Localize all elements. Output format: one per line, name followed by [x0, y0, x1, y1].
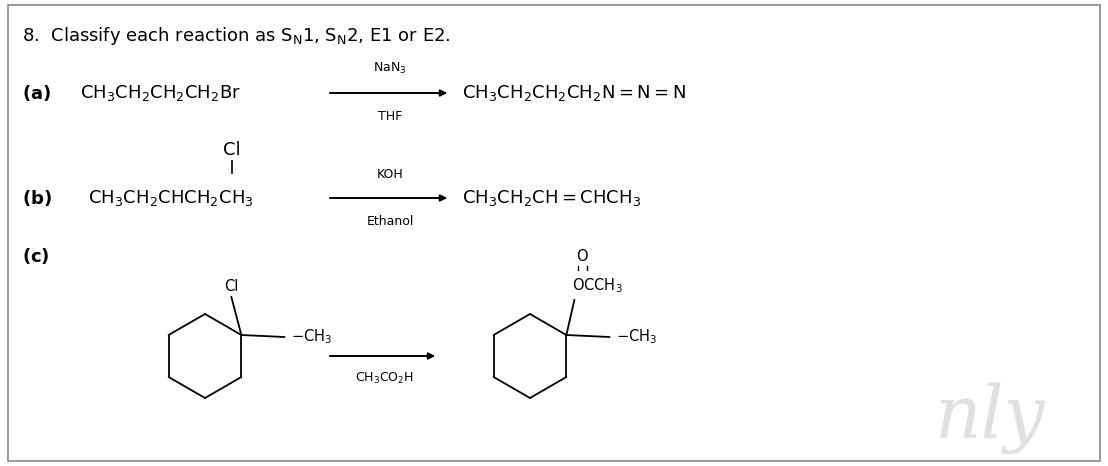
Text: $-$CH$_3$: $-$CH$_3$ — [616, 328, 658, 346]
Text: Ethanol: Ethanol — [367, 215, 413, 228]
Text: $\bf{(c)}$: $\bf{(c)}$ — [22, 246, 50, 266]
Text: CH$_3$CH$_2$CH$_2$CH$_2$N$=$N$=$N: CH$_3$CH$_2$CH$_2$CH$_2$N$=$N$=$N — [462, 83, 686, 103]
Text: Cl: Cl — [223, 141, 240, 159]
Text: KOH: KOH — [377, 168, 403, 181]
Text: $-$CH$_3$: $-$CH$_3$ — [291, 328, 332, 346]
Text: CH$_3$CH$_2$CH$=$CHCH$_3$: CH$_3$CH$_2$CH$=$CHCH$_3$ — [462, 188, 642, 208]
Text: CH$_3$CH$_2$CH$_2$CH$_2$Br: CH$_3$CH$_2$CH$_2$CH$_2$Br — [80, 83, 240, 103]
Text: THF: THF — [378, 110, 402, 123]
Text: O: O — [576, 249, 588, 264]
Text: $\bf{(a)}$: $\bf{(a)}$ — [22, 83, 51, 103]
Text: NaN$_3$: NaN$_3$ — [373, 61, 407, 76]
Text: CH$_3$CH$_2$CHCH$_2$CH$_3$: CH$_3$CH$_2$CHCH$_2$CH$_3$ — [88, 188, 254, 208]
Text: Cl: Cl — [224, 279, 238, 294]
Text: $\bf{(b)}$: $\bf{(b)}$ — [22, 188, 52, 208]
Text: CH$_3$CO$_2$H: CH$_3$CO$_2$H — [355, 371, 413, 386]
Text: nly: nly — [935, 383, 1045, 454]
Text: OCCH$_3$: OCCH$_3$ — [573, 276, 623, 295]
Text: 8.  Classify each reaction as $\mathregular{S_N}$1, $\mathregular{S_N}$2, E1 or : 8. Classify each reaction as $\mathregul… — [22, 25, 451, 47]
FancyBboxPatch shape — [8, 5, 1100, 461]
